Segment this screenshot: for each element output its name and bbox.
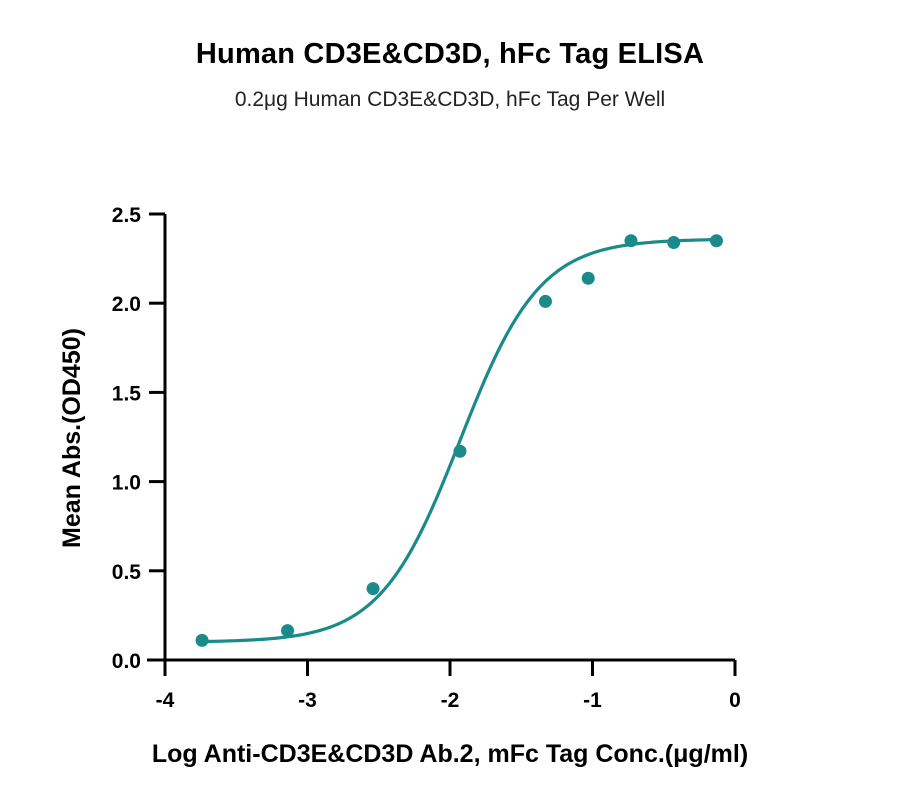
y-tick-label: 0.0 xyxy=(112,650,141,673)
x-tick-label: -1 xyxy=(583,689,602,712)
data-point xyxy=(453,444,467,458)
y-tick-label: 1.0 xyxy=(112,472,141,495)
chart-subtitle: 0.2μg Human CD3E&CD3D, hFc Tag Per Well xyxy=(234,88,666,111)
x-axis-label: Log Anti-CD3E&CD3D Ab.2, mFc Tag Conc.(μ… xyxy=(152,740,748,768)
data-point xyxy=(709,234,723,248)
x-tick-label: -2 xyxy=(441,689,460,712)
y-tick-label: 2.5 xyxy=(112,204,142,227)
chart-title: Human CD3E&CD3D, hFc Tag ELISA xyxy=(195,38,705,70)
data-point xyxy=(624,234,638,248)
x-tick-label: 0 xyxy=(729,689,741,712)
axes: 0.0 0.5 1.0 1.5 2.0 2.5 -4 -3 -2 -1 0 xyxy=(112,204,741,712)
y-tick-label: 0.5 xyxy=(112,561,142,584)
data-point xyxy=(667,236,681,250)
y-axis-label: Mean Abs.(OD450) xyxy=(58,328,86,548)
x-tick-label: -3 xyxy=(298,689,317,712)
data-points xyxy=(195,234,723,647)
fit-curve xyxy=(202,238,717,644)
y-tick-label: 1.5 xyxy=(112,382,142,405)
data-point xyxy=(581,271,595,285)
fit-curve-group xyxy=(202,238,717,644)
y-tick-label: 2.0 xyxy=(112,293,141,316)
data-point xyxy=(281,624,295,638)
x-tick-label: -4 xyxy=(156,689,175,712)
data-point xyxy=(195,633,209,647)
data-point xyxy=(366,582,380,596)
data-point xyxy=(538,294,552,308)
